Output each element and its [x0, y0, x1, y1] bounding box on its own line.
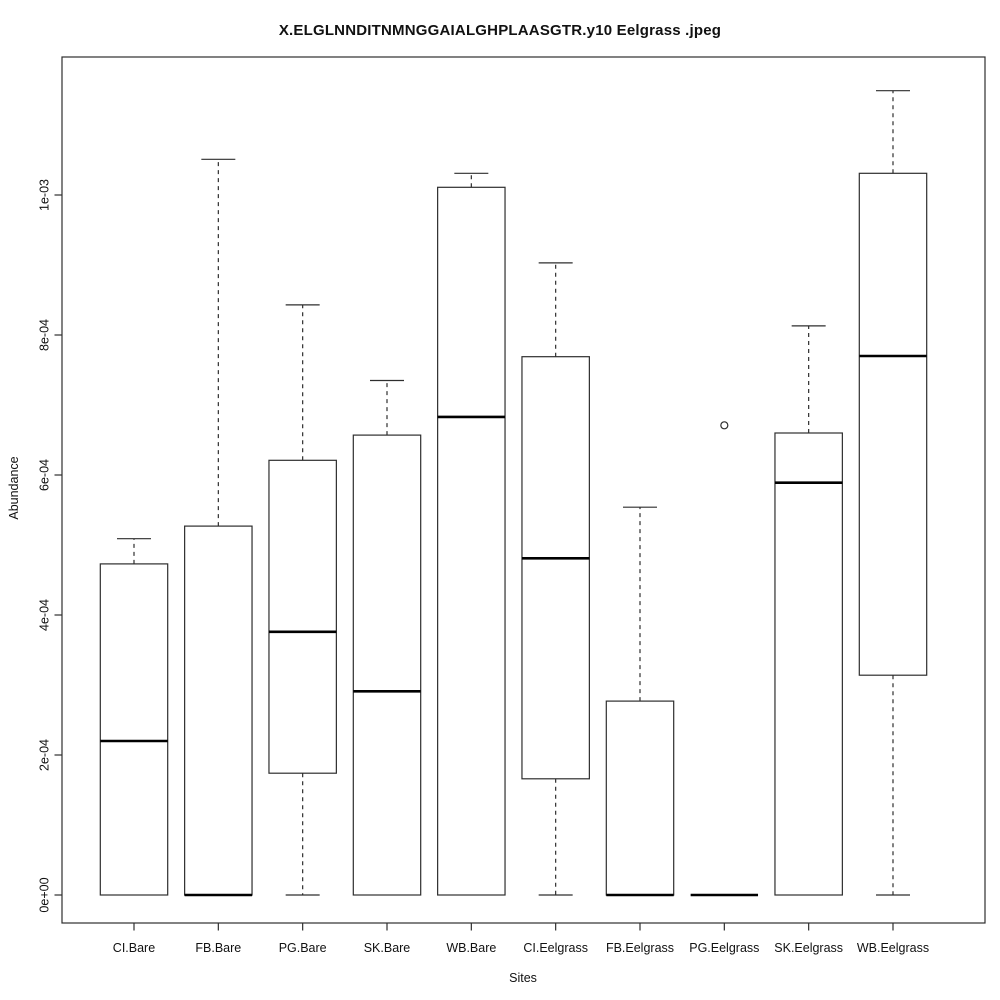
boxplot-box-FB.Eelgrass	[605, 506, 675, 897]
x-tick-label: WB.Eelgrass	[857, 941, 929, 955]
x-tick-label: PG.Bare	[279, 941, 327, 955]
iqr-box	[858, 172, 928, 676]
x-tick-label: FB.Bare	[195, 941, 241, 955]
y-tick-label: 6e-04	[37, 459, 51, 491]
x-tick-label: SK.Eelgrass	[774, 941, 843, 955]
x-axis-title: Sites	[509, 971, 537, 985]
x-tick-label: SK.Bare	[364, 941, 411, 955]
chart-title: X.ELGLNNDITNMNGGAIALGHPLAASGTR.y10 Eelgr…	[278, 22, 722, 39]
y-tick-label: 4e-04	[37, 599, 51, 631]
x-tick-label: PG.Eelgrass	[689, 941, 759, 955]
outlier-point	[720, 421, 729, 430]
x-tick-label: WB.Bare	[446, 941, 496, 955]
boxplot-box-CI.Eelgrass	[521, 262, 590, 896]
iqr-box	[184, 525, 253, 896]
y-tick-label: 8e-04	[37, 319, 51, 351]
y-tick-label: 2e-04	[37, 739, 51, 771]
boxplot-box-WB.Eelgrass	[858, 90, 928, 896]
iqr-box	[437, 186, 506, 896]
boxplot-box-CI.Bare	[99, 538, 169, 896]
iqr-box	[605, 700, 675, 896]
x-tick-label: CI.Eelgrass	[523, 941, 588, 955]
x-tick-label: CI.Bare	[113, 941, 155, 955]
boxplot-box-SK.Eelgrass	[774, 325, 843, 896]
x-tick-label: FB.Eelgrass	[606, 941, 674, 955]
boxplot-box-SK.Bare	[352, 379, 422, 896]
boxplot-box-PG.Bare	[268, 304, 337, 896]
iqr-box	[268, 459, 337, 774]
boxplot-box-PG.Eelgrass	[690, 421, 759, 897]
y-tick-label: 1e-03	[37, 179, 51, 211]
iqr-box	[99, 563, 169, 896]
iqr-box	[774, 432, 843, 896]
y-tick-label: 0e+00	[37, 877, 51, 912]
boxplot-box-WB.Bare	[437, 172, 506, 896]
y-axis-title: Abundance	[7, 456, 21, 520]
boxplot-box-FB.Bare	[184, 158, 253, 897]
plot-frame	[61, 56, 986, 924]
iqr-box	[352, 434, 422, 896]
iqr-box	[521, 356, 590, 780]
